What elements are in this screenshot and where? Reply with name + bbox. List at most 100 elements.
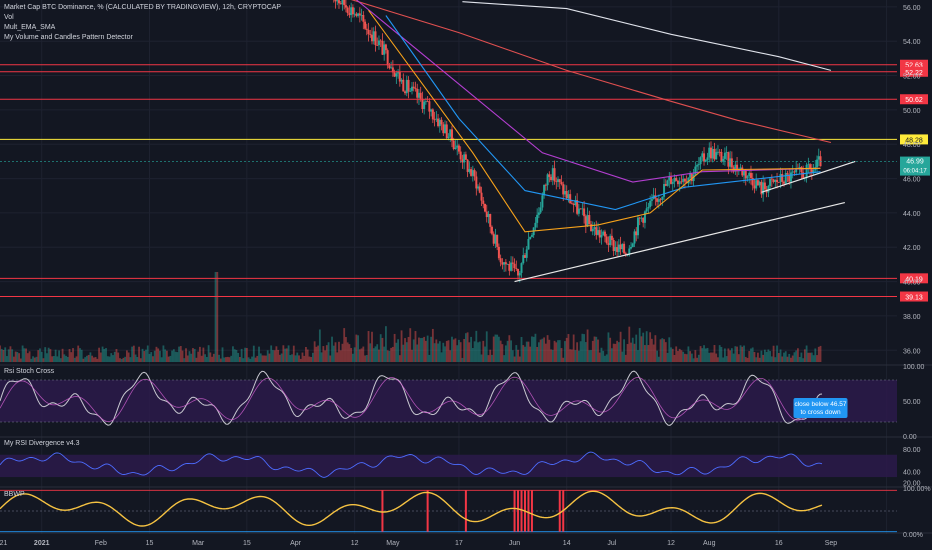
volume-bar-14: [23, 348, 26, 362]
time-axis-label-4: Mar: [192, 540, 205, 547]
volume-bar-420: [729, 350, 732, 362]
indicator-ema-sma[interactable]: Mult_EMA_SMA: [4, 24, 56, 31]
candle-body-29: [379, 40, 382, 42]
volume-bar-369: [640, 336, 643, 362]
volume-bar-471: [817, 346, 820, 362]
candle-body-151: [591, 228, 594, 232]
candle-body-168: [621, 243, 624, 250]
volume-bar-398: [690, 353, 693, 362]
volume-bar-174: [301, 352, 304, 362]
candle-body-53: [421, 98, 424, 110]
volume-bar-374: [649, 332, 652, 362]
candle-body-227: [723, 152, 726, 159]
volume-bar-137: [237, 352, 240, 362]
volume-bar-465: [807, 352, 810, 362]
stoch-annotation-box: [793, 398, 848, 418]
volume-bar-431: [748, 351, 751, 362]
volume-bar-189: [327, 342, 330, 362]
candle-body-134: [562, 184, 565, 195]
volume-bar-337: [584, 342, 587, 362]
volume-bar-346: [600, 347, 603, 362]
candle-body-183: [647, 206, 650, 209]
candle-body-144: [579, 208, 582, 210]
volume-bar-66: [113, 351, 116, 362]
volume-bar-359: [623, 339, 625, 362]
volume-bar-352: [611, 348, 613, 362]
time-axis-label-7: 12: [351, 540, 359, 547]
volume-bar-207: [358, 349, 361, 362]
volume-bar-204: [353, 347, 356, 362]
indicator-vol[interactable]: Vol: [4, 14, 14, 21]
candle-body-192: [663, 184, 666, 197]
volume-bar-279: [484, 346, 486, 362]
volume-bar-118: [204, 354, 207, 362]
volume-bar-450: [781, 356, 784, 362]
candle-body-210: [694, 166, 697, 175]
level-tag-5: [900, 291, 928, 302]
candle-body-39: [397, 72, 400, 74]
volume-bar-284: [492, 336, 495, 362]
candle-body-248: [760, 181, 763, 195]
volume-bar-185: [320, 352, 323, 362]
volume-bar-295: [511, 350, 514, 362]
candle-body-172: [628, 248, 631, 255]
volume-bar-96: [165, 350, 168, 362]
volume-bar-392: [680, 350, 683, 362]
volume-bar-223: [386, 350, 389, 362]
volume-bar-428: [743, 345, 745, 362]
candle-body-26: [374, 31, 377, 46]
volume-bar-99: [171, 350, 173, 362]
volume-bar-162: [280, 353, 283, 362]
volume-bar-75: [129, 357, 132, 362]
candle-body-231: [730, 158, 733, 168]
volume-bar-399: [692, 358, 695, 362]
volume-bar-345: [598, 352, 601, 362]
candle-body-202: [680, 181, 683, 183]
symbol-title[interactable]: Market Cap BTC Dominance, % (CALCULATED …: [4, 4, 282, 11]
candle-body-30: [381, 40, 384, 55]
indicator-pattern-detector[interactable]: My Volume and Candles Pattern Detector: [4, 34, 133, 41]
volume-bar-403: [699, 346, 702, 362]
volume-bar-419: [727, 348, 730, 362]
volume-bar-133: [230, 355, 233, 362]
candle-body-220: [711, 148, 714, 159]
volume-bar-248: [430, 336, 433, 362]
volume-bar-64: [110, 353, 113, 362]
candle-body-80: [468, 169, 471, 172]
volume-bar-410: [711, 352, 714, 362]
volume-bar-262: [454, 338, 457, 362]
volume-bar-211: [365, 355, 368, 362]
candle-body-129: [553, 168, 556, 182]
moving-average-1: [350, 0, 832, 144]
candle-body-69: [449, 129, 452, 137]
volume-bar-97: [167, 356, 170, 362]
level-label-4: 40.19: [905, 276, 923, 283]
volume-bar-404: [701, 348, 704, 362]
volume-bar-316: [548, 339, 551, 362]
volume-bar-347: [602, 350, 605, 362]
volume-bar-288: [499, 340, 502, 362]
time-axis-label-0: 21: [0, 540, 7, 547]
volume-bar-166: [287, 345, 290, 362]
candle-body-229: [727, 152, 730, 167]
candle-body-215: [703, 153, 706, 162]
volume-bar-353: [612, 343, 615, 362]
candle-body-180: [642, 217, 645, 223]
candle-body-226: [722, 158, 725, 162]
candle-body-94: [492, 233, 495, 244]
time-axis-label-16: Sep: [825, 540, 838, 547]
candle-body-242: [749, 172, 752, 178]
candle-body-49: [414, 88, 417, 89]
volume-bar-70: [120, 358, 123, 362]
candle-body-42: [402, 79, 405, 92]
candle-body-67: [445, 124, 448, 139]
candle-body-208: [690, 173, 693, 182]
volume-bar-28: [47, 347, 50, 362]
volume-bar-177: [306, 349, 309, 362]
candle-body-6: [339, 3, 342, 5]
volume-bar-433: [751, 347, 754, 362]
volume-bar-349: [605, 354, 608, 362]
volume-bar-95: [164, 349, 167, 362]
bbwp-signal-bar-7: [527, 490, 530, 532]
